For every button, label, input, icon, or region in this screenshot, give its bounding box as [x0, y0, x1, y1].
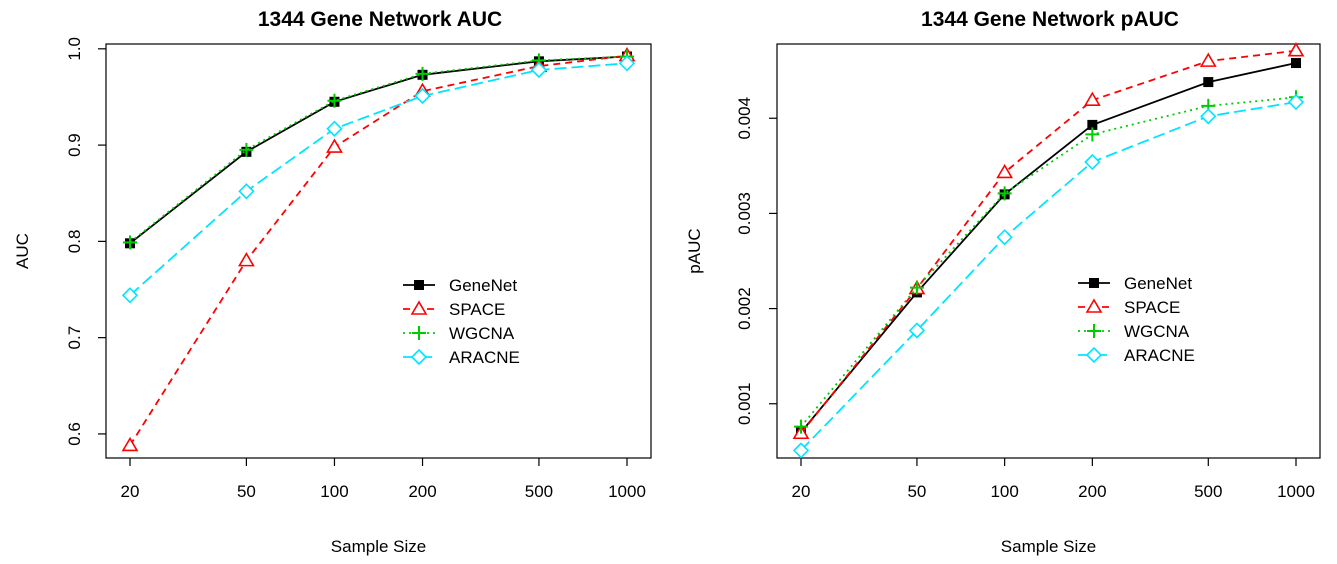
chart-panel-1: 1344 Gene Network AUC 20 50 100 200 500 1000 0.…: [13, 8, 652, 556]
data-point: [1085, 127, 1100, 142]
y-tick-label: 0.002: [735, 287, 754, 330]
legend-marker: [1085, 298, 1103, 313]
y-axis-label: pAUC: [685, 228, 704, 273]
y-tick-label: 0.7: [65, 326, 84, 350]
x-tick-label: 200: [408, 482, 436, 501]
x-tick-label: 100: [320, 482, 348, 501]
data-point: [1084, 153, 1101, 171]
data-point: [530, 61, 548, 79]
data-point: [792, 442, 810, 459]
data-point: [1199, 52, 1217, 67]
data-point: [238, 252, 255, 267]
series-wgcna: [123, 49, 634, 250]
data-point: [415, 66, 430, 81]
series-space: [121, 46, 636, 452]
plot-frame: [105, 43, 652, 459]
data-point: [996, 163, 1014, 179]
series-line: [129, 62, 628, 296]
series-space: [792, 42, 1305, 440]
legend-marker: [1085, 346, 1103, 364]
data-point: [239, 142, 254, 157]
y-tick-label: 0.6: [65, 422, 84, 446]
legend: GeneNet SPACE WGCNA ARACNE: [403, 276, 520, 367]
legend-label: GeneNet: [1124, 274, 1192, 293]
series-aracne: [121, 55, 636, 304]
y-tick-label: 0.9: [65, 133, 84, 157]
x-tick-label: 200: [1078, 482, 1106, 501]
data-point: [326, 120, 343, 137]
series-aracne: [792, 93, 1305, 459]
series-line: [800, 101, 1297, 452]
y-tick-label: 0.8: [65, 230, 84, 254]
x-tick-label: 1000: [1277, 482, 1315, 501]
legend-marker: [414, 280, 424, 290]
legend-label: WGCNA: [449, 324, 515, 343]
x-tick-label: 20: [792, 482, 811, 501]
x-tick-label: 20: [121, 482, 140, 501]
legend-label: WGCNA: [1124, 322, 1190, 341]
y-tick-label: 0.001: [735, 382, 754, 425]
data-point: [121, 287, 139, 304]
series-line: [129, 55, 628, 244]
x-axis-label: Sample Size: [1001, 537, 1096, 556]
data-point: [996, 229, 1013, 246]
series-wgcna: [794, 90, 1303, 434]
legend-label: ARACNE: [1124, 346, 1195, 365]
data-point: [997, 186, 1012, 201]
data-point: [1287, 42, 1305, 57]
x-tick-label: 100: [990, 482, 1018, 501]
x-tick-label: 50: [237, 482, 256, 501]
y-tick-label: 1.0: [65, 37, 84, 61]
legend-label: SPACE: [449, 300, 505, 319]
data-point: [908, 322, 926, 339]
x-axis-label: Sample Size: [331, 537, 426, 556]
x-tick-label: 50: [907, 482, 926, 501]
data-point: [1087, 119, 1098, 130]
legend-marker: [1087, 324, 1101, 338]
legend-marker: [410, 348, 428, 366]
legend-label: ARACNE: [449, 348, 520, 367]
legend-marker: [412, 326, 426, 340]
data-point: [326, 138, 343, 153]
series-genenet: [125, 51, 632, 249]
x-tick-label: 500: [1194, 482, 1222, 501]
x-tick-label: 1000: [608, 482, 646, 501]
chart-title: 1344 Gene Network AUC: [258, 8, 502, 31]
legend-label: SPACE: [1124, 298, 1180, 317]
series-line: [800, 62, 1297, 433]
data-point: [1291, 58, 1301, 69]
chart-title: 1344 Gene Network pAUC: [921, 8, 1179, 31]
data-point: [618, 55, 636, 72]
y-tick-label: 0.003: [735, 192, 754, 235]
series-line: [800, 49, 1297, 434]
legend-marker: [410, 300, 428, 315]
y-axis-label: AUC: [13, 233, 32, 269]
data-point: [1203, 77, 1214, 88]
series-line: [800, 96, 1297, 428]
series-line: [129, 54, 628, 446]
data-point: [909, 280, 924, 295]
data-point: [1083, 91, 1101, 106]
data-point: [1200, 108, 1217, 125]
data-point: [238, 183, 255, 200]
plot-frame: [776, 43, 1321, 459]
legend-label: GeneNet: [449, 276, 517, 295]
x-tick-label: 500: [525, 482, 553, 501]
data-point: [121, 436, 139, 452]
data-point: [794, 419, 808, 434]
series-line: [129, 55, 628, 245]
data-point: [123, 235, 137, 250]
chart-panel-2: 1344 Gene Network pAUC 20 50 100 200 500 1000 0…: [685, 8, 1321, 556]
data-point: [1287, 93, 1305, 111]
series-genenet: [796, 58, 1301, 438]
data-point: [414, 87, 431, 105]
y-tick-label: 0.004: [735, 97, 754, 140]
data-point: [327, 93, 342, 108]
legend: GeneNet SPACE WGCNA ARACNE: [1078, 274, 1195, 365]
legend-marker: [1089, 278, 1099, 288]
